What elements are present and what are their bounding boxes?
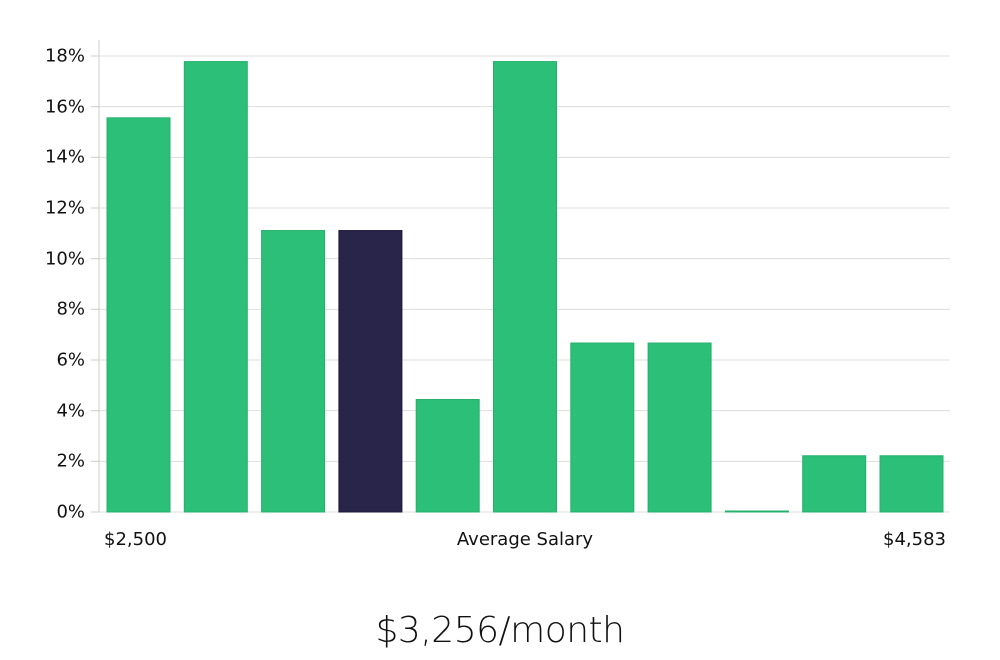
x-max-label: $4,583	[883, 529, 946, 550]
y-tick-label: 0%	[56, 501, 85, 523]
bar	[493, 61, 557, 513]
bar	[570, 342, 635, 513]
bar	[724, 510, 789, 513]
y-tick-label: 4%	[56, 400, 85, 422]
y-tick-label: 12%	[44, 197, 85, 219]
bar	[183, 61, 248, 513]
bar	[647, 342, 712, 513]
y-tick-label: 2%	[56, 450, 85, 472]
bar-highlighted	[338, 230, 403, 513]
plot-area	[91, 40, 950, 513]
y-tick-label: 10%	[44, 248, 85, 270]
y-tick-label: 14%	[44, 146, 85, 168]
y-tick-label: 6%	[56, 349, 85, 371]
bar	[106, 117, 171, 513]
y-tick-label: 8%	[56, 298, 85, 320]
average-salary-value: $3,256/month	[375, 610, 625, 651]
y-tick-label: 16%	[44, 96, 85, 118]
bar	[261, 230, 326, 513]
y-tick-label: 18%	[44, 45, 85, 67]
x-min-label: $2,500	[104, 529, 167, 550]
bar	[879, 455, 944, 513]
x-axis-title: Average Salary	[456, 529, 594, 550]
bar	[415, 399, 480, 513]
bar	[802, 455, 867, 513]
salary-histogram: 0% 2% 4% 6% 8% 10% 12% 14% 16% 18% $2,500 Average…	[44, 40, 950, 550]
